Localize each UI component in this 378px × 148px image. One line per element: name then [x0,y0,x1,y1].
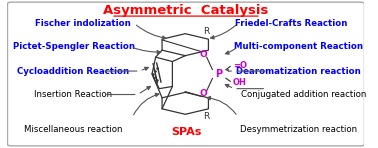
Text: Miscellaneous reaction: Miscellaneous reaction [24,125,123,134]
Circle shape [209,70,229,78]
Text: R: R [203,112,210,121]
Text: R: R [203,27,210,36]
Text: Insertion Reaction: Insertion Reaction [34,90,113,99]
Text: O: O [199,89,207,98]
Text: =O: =O [233,61,247,70]
Text: Asymmetric  Catalysis: Asymmetric Catalysis [103,4,269,17]
Text: Fischer indolization: Fischer indolization [34,19,130,28]
Text: SPAs: SPAs [171,127,201,137]
Text: O: O [199,50,207,59]
Text: P: P [215,69,222,79]
Text: Cycloaddition Reaction: Cycloaddition Reaction [17,67,130,76]
Text: Desymmetrization reaction: Desymmetrization reaction [240,125,357,134]
Text: Pictet-Spengler Reaction: Pictet-Spengler Reaction [12,42,135,51]
Text: Friedel-Crafts Reaction: Friedel-Crafts Reaction [235,19,347,28]
Text: Multi-component Reaction: Multi-component Reaction [234,42,363,51]
Text: Conjugated addition reaction: Conjugated addition reaction [241,90,366,99]
Text: OH: OH [233,78,247,87]
Text: Dearomatization reaction: Dearomatization reaction [236,67,361,76]
